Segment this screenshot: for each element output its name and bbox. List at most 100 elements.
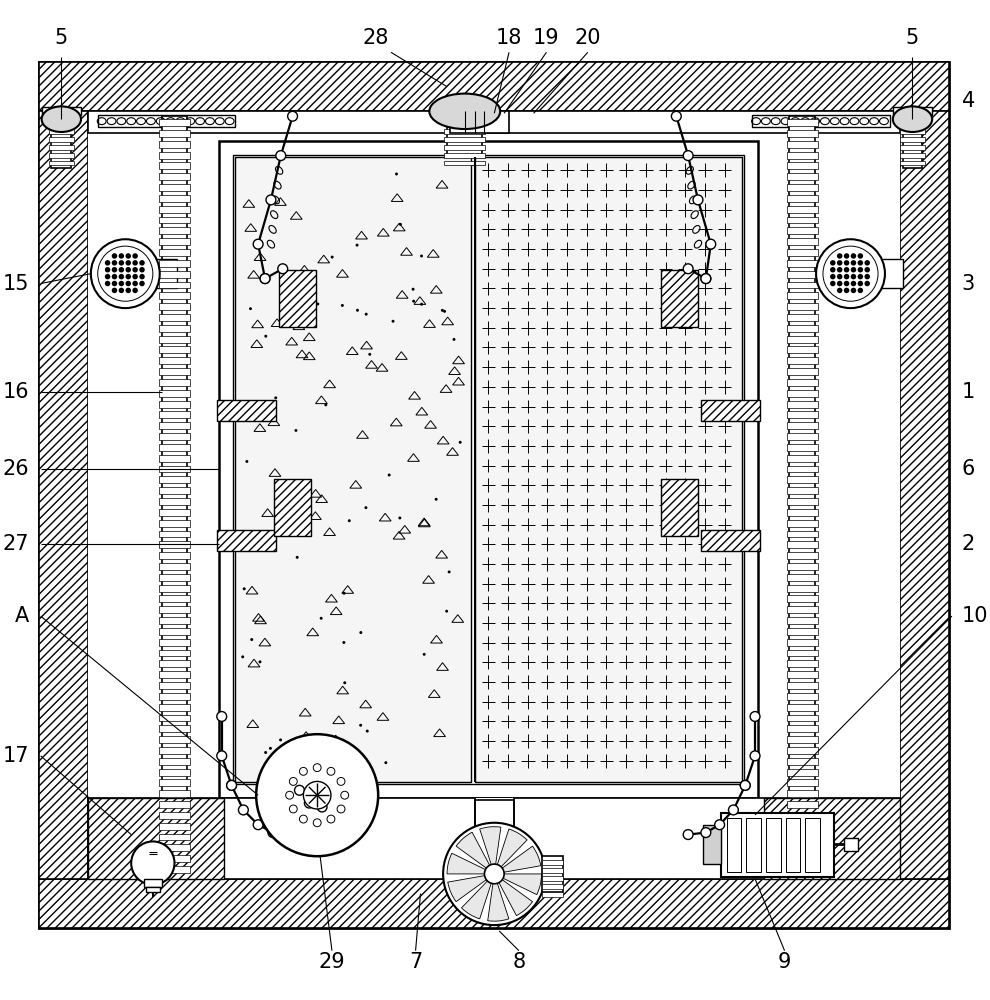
- Bar: [786, 574, 818, 581]
- Bar: [786, 628, 818, 635]
- Circle shape: [304, 798, 314, 808]
- Bar: [158, 141, 190, 148]
- Circle shape: [105, 267, 110, 272]
- Bar: [49, 137, 74, 142]
- Bar: [158, 682, 190, 689]
- Circle shape: [355, 244, 358, 247]
- Bar: [158, 357, 190, 364]
- Bar: [88, 798, 224, 879]
- Circle shape: [133, 260, 138, 266]
- Circle shape: [246, 460, 248, 463]
- Bar: [843, 838, 858, 851]
- Bar: [786, 206, 818, 213]
- Circle shape: [830, 260, 836, 266]
- Circle shape: [227, 780, 237, 790]
- Circle shape: [444, 823, 545, 925]
- Text: 15: 15: [2, 274, 29, 294]
- Bar: [158, 747, 190, 754]
- Circle shape: [105, 274, 110, 279]
- Bar: [786, 433, 818, 440]
- Text: 18: 18: [496, 28, 523, 48]
- Bar: [786, 282, 818, 288]
- Circle shape: [140, 274, 145, 279]
- Bar: [786, 693, 818, 700]
- Text: 19: 19: [534, 28, 559, 48]
- Bar: [158, 206, 190, 213]
- Bar: [786, 390, 818, 397]
- Bar: [158, 411, 190, 418]
- Bar: [158, 476, 190, 483]
- Bar: [158, 271, 190, 278]
- Bar: [764, 798, 900, 879]
- Circle shape: [289, 805, 297, 813]
- Circle shape: [112, 253, 117, 259]
- Circle shape: [264, 335, 267, 338]
- Bar: [158, 195, 190, 202]
- Text: 2: 2: [961, 534, 975, 554]
- Circle shape: [126, 274, 131, 279]
- Wedge shape: [461, 874, 494, 919]
- Bar: [474, 157, 742, 782]
- Bar: [786, 119, 818, 126]
- Circle shape: [260, 274, 270, 284]
- Bar: [158, 531, 190, 537]
- Circle shape: [843, 274, 849, 279]
- Circle shape: [296, 556, 299, 559]
- Text: 16: 16: [2, 382, 29, 402]
- Circle shape: [458, 441, 461, 444]
- Circle shape: [452, 338, 455, 341]
- Bar: [42, 107, 81, 115]
- Bar: [786, 217, 818, 223]
- Circle shape: [701, 828, 711, 838]
- Circle shape: [140, 281, 145, 286]
- Circle shape: [447, 570, 450, 573]
- Circle shape: [395, 172, 398, 175]
- Bar: [786, 801, 818, 808]
- Wedge shape: [447, 874, 494, 902]
- Bar: [158, 595, 190, 602]
- Circle shape: [843, 253, 849, 259]
- Bar: [786, 790, 818, 797]
- Circle shape: [119, 274, 124, 279]
- Bar: [158, 130, 190, 137]
- Circle shape: [864, 260, 870, 266]
- Bar: [786, 325, 818, 332]
- Bar: [893, 107, 933, 115]
- Bar: [158, 628, 190, 635]
- Text: 9: 9: [778, 952, 791, 972]
- Bar: [900, 137, 926, 142]
- Text: A: A: [15, 606, 29, 626]
- Circle shape: [279, 738, 282, 741]
- Bar: [786, 617, 818, 624]
- Bar: [158, 292, 190, 299]
- Bar: [158, 541, 190, 548]
- Circle shape: [327, 815, 335, 823]
- Bar: [786, 368, 818, 375]
- Bar: [158, 368, 190, 375]
- Circle shape: [112, 288, 117, 293]
- Bar: [158, 855, 190, 862]
- Bar: [786, 466, 818, 472]
- Circle shape: [830, 281, 836, 286]
- Bar: [158, 834, 190, 840]
- Bar: [445, 113, 485, 118]
- Bar: [39, 62, 948, 111]
- Circle shape: [140, 260, 145, 266]
- Circle shape: [843, 288, 849, 293]
- Circle shape: [850, 260, 856, 266]
- Circle shape: [857, 281, 863, 286]
- Bar: [217, 530, 276, 551]
- Circle shape: [683, 264, 693, 274]
- Bar: [766, 818, 781, 872]
- Bar: [900, 161, 926, 165]
- Circle shape: [850, 281, 856, 286]
- Bar: [660, 270, 698, 327]
- Circle shape: [249, 307, 252, 310]
- Bar: [786, 747, 818, 754]
- Circle shape: [289, 777, 297, 785]
- Bar: [786, 336, 818, 343]
- Bar: [786, 303, 818, 310]
- Bar: [786, 682, 818, 689]
- Circle shape: [823, 246, 878, 301]
- Bar: [158, 563, 190, 570]
